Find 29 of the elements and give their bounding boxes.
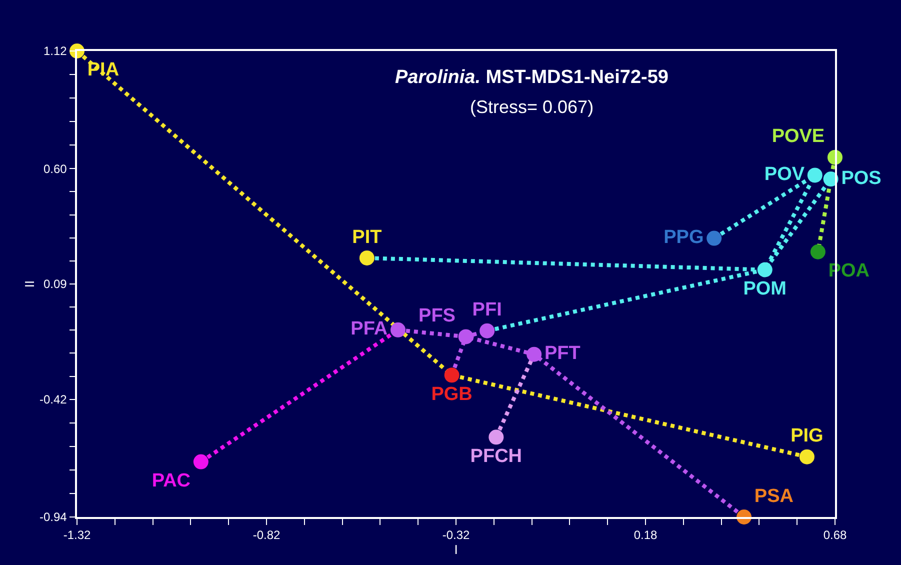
x-tick-label: 0.68 (823, 528, 847, 542)
series-label: PPG (664, 227, 704, 248)
series-label: PFA (350, 318, 388, 340)
series-label: POV (764, 164, 805, 185)
x-axis-title: I (454, 542, 458, 558)
x-tick-label: -1.32 (63, 528, 91, 542)
y-tick-label: 0.60 (43, 162, 68, 176)
text: (Stress= 0.067) (470, 97, 594, 117)
series-label: PFT (544, 343, 581, 364)
x-tick-label: 0.18 (634, 528, 658, 542)
series-label: POVE (772, 126, 825, 148)
series-label: PFCH (470, 446, 522, 467)
x-tick-label: -0.82 (252, 528, 280, 542)
y-tick-label: 0.09 (43, 277, 68, 292)
series-label: PSA (754, 486, 794, 507)
series-label: PAC (152, 470, 191, 492)
y-tick-label: -0.42 (39, 392, 68, 407)
series-label: PIT (352, 226, 382, 248)
series-label: PFS (418, 306, 456, 327)
text: Parolinia. MST-MDS1-Nei72-59 (395, 67, 668, 88)
y-tick-label: 1.12 (43, 44, 68, 58)
series-label: PFI (472, 300, 502, 321)
series-label: PIG (790, 426, 824, 447)
series-label: PGB (431, 384, 472, 405)
series-label: POS (841, 168, 882, 189)
x-tick-label: -0.32 (442, 528, 470, 542)
y-tick-label: -0.94 (39, 510, 68, 524)
series-label: POM (743, 278, 787, 300)
y-axis-title: II (22, 280, 37, 288)
